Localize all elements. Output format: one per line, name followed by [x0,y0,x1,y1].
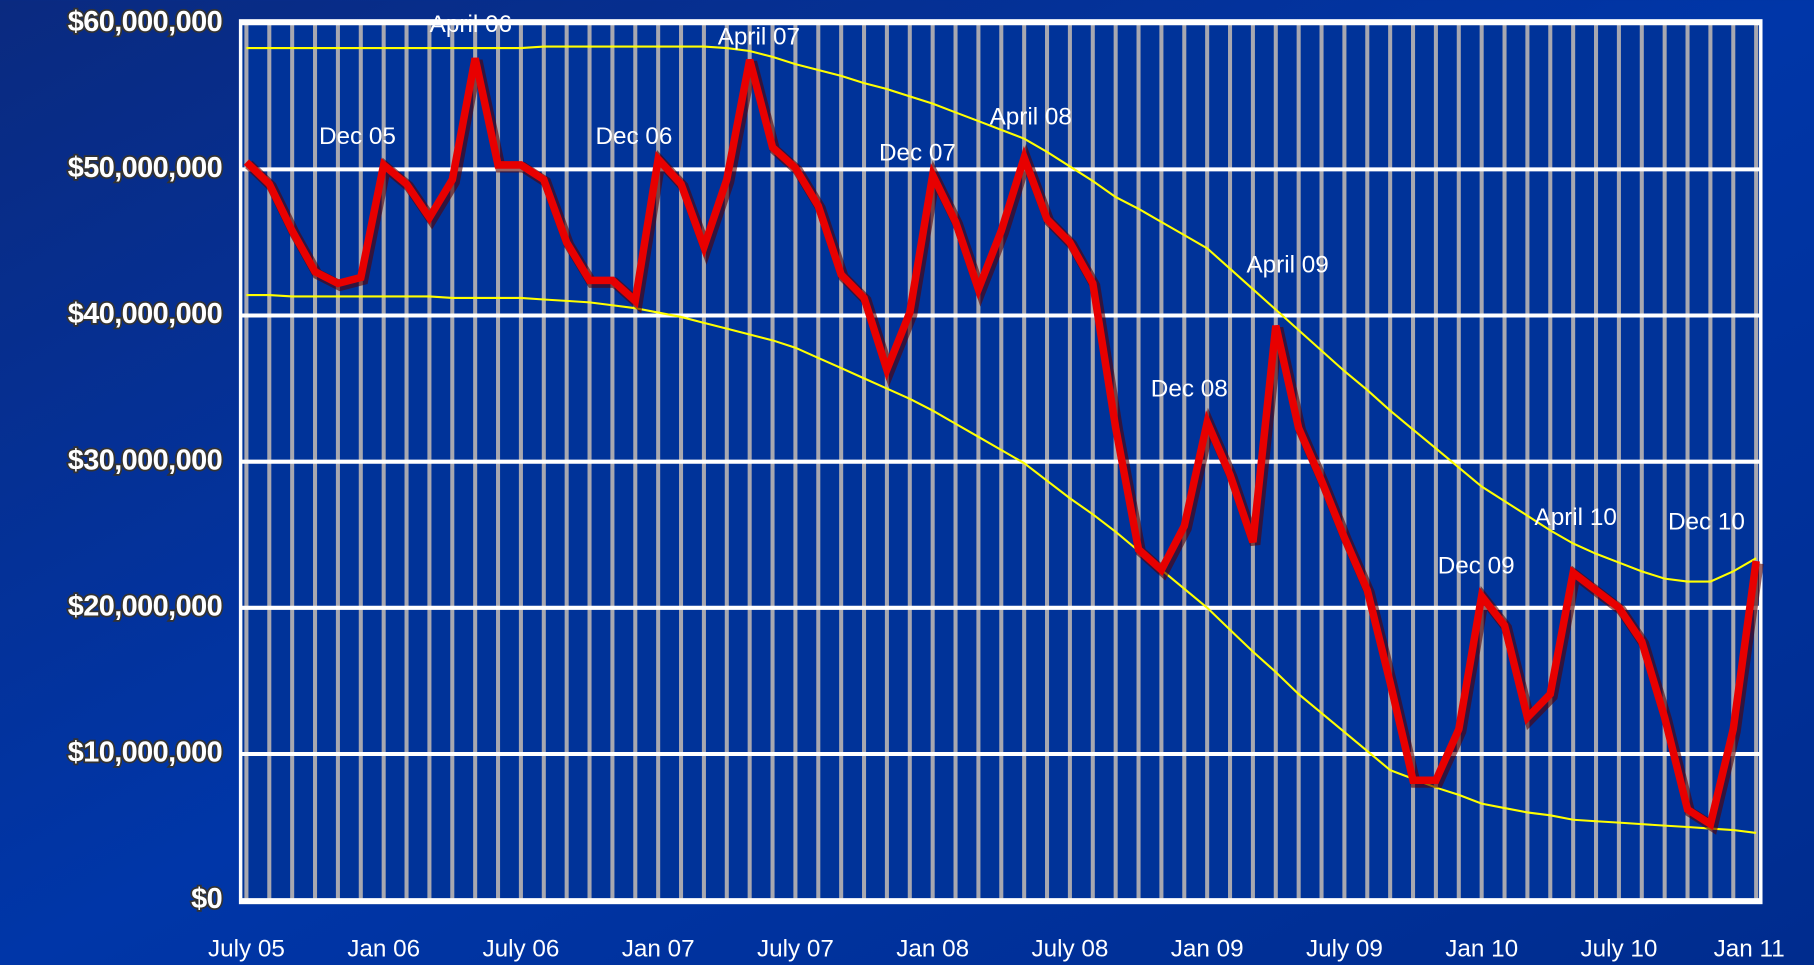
annotation: April 06 [430,11,512,38]
x-tick-label: July 10 [1580,935,1657,962]
y-tick-label: $60,000,000 [68,6,222,38]
x-tick-label: July 05 [208,935,285,962]
plot-border [238,19,1763,905]
x-tick-label: July 07 [757,935,834,962]
x-tick-label: Jan 09 [1171,935,1244,962]
annotation: April 10 [1535,504,1617,531]
x-tick-label: Jan 10 [1445,935,1518,962]
x-tick-label: Jan 06 [347,935,420,962]
annotation: Dec 10 [1668,508,1745,535]
annotation: April 09 [1246,252,1328,279]
trend-line [246,45,1757,583]
x-tick-label: Jan 07 [622,935,695,962]
x-tick-label: July 09 [1306,935,1383,962]
annotation: Dec 07 [879,139,956,166]
y-tick-label: $50,000,000 [68,152,222,184]
x-tick-label: Jan 11 [1714,935,1785,962]
x-tick-label: July 08 [1031,935,1108,962]
annotation: April 08 [990,104,1072,131]
x-tick-label: July 06 [482,935,559,962]
annotation: Dec 05 [319,123,396,150]
x-tick-label: Jan 08 [896,935,969,962]
y-tick-label: $0 [191,883,222,915]
annotation: April 07 [718,24,800,51]
y-tick-label: $20,000,000 [68,590,222,622]
y-tick-label: $30,000,000 [68,444,222,476]
y-tick-label: $10,000,000 [68,737,222,769]
annotation: Dec 06 [596,123,673,150]
line [243,57,1760,831]
y-tick-label: $40,000,000 [68,298,222,330]
trend-line [246,294,1757,834]
annotation: Dec 09 [1438,552,1515,579]
annotation: Dec 08 [1151,375,1228,402]
